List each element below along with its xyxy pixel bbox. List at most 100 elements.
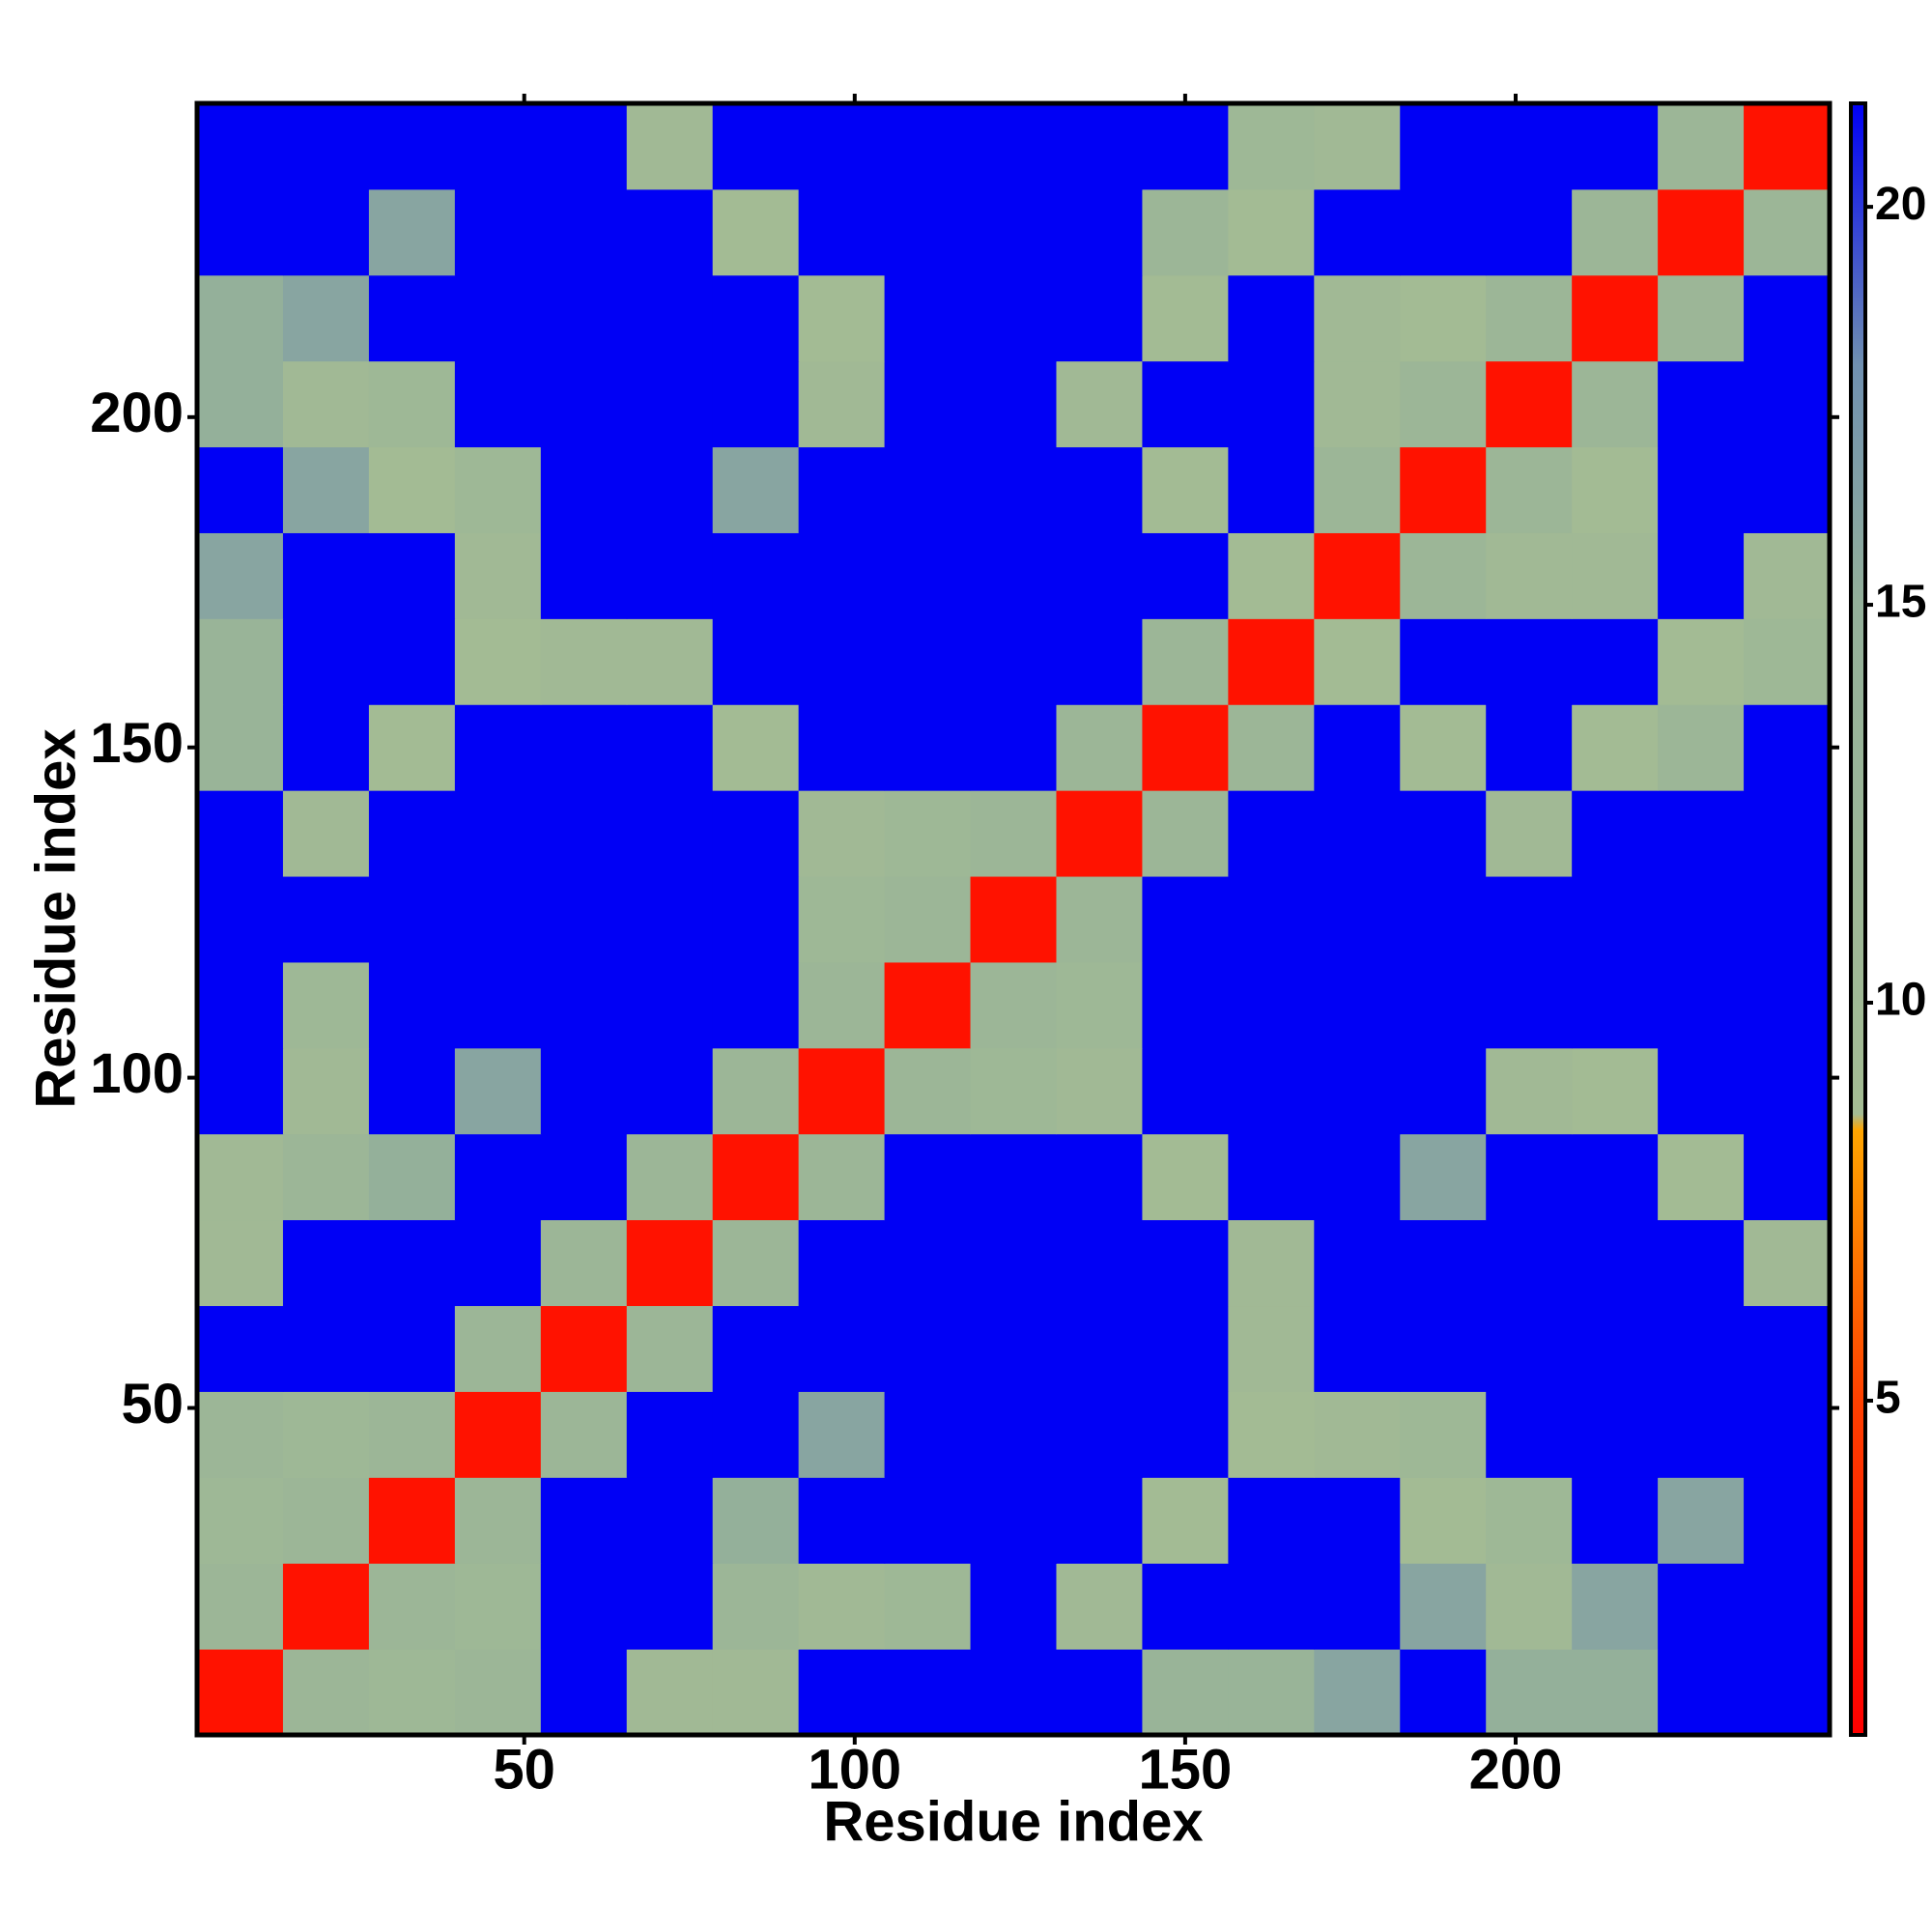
heatmap-cell xyxy=(197,618,284,705)
heatmap-cell xyxy=(1572,360,1659,448)
heatmap-cell xyxy=(712,103,800,190)
heatmap-cell xyxy=(197,1649,284,1736)
heatmap-cell xyxy=(282,188,370,276)
x-tick-label: 150 xyxy=(1139,1738,1233,1801)
heatmap-cell xyxy=(626,876,714,963)
heatmap-cell xyxy=(1658,961,1745,1049)
heatmap-cell xyxy=(282,1305,370,1392)
heatmap-cell xyxy=(368,1219,456,1307)
y-tick-label: 50 xyxy=(121,1373,184,1435)
colorbar xyxy=(1849,101,1867,1737)
heatmap-cell xyxy=(798,360,886,448)
heatmap-cell xyxy=(1142,1305,1229,1392)
heatmap-cell xyxy=(197,103,284,190)
heatmap-cell xyxy=(454,961,542,1049)
heatmap-cell xyxy=(1400,188,1487,276)
heatmap-cell xyxy=(454,790,542,877)
heatmap-cell xyxy=(1400,360,1487,448)
heatmap-cell xyxy=(798,188,886,276)
heatmap-cell xyxy=(454,532,542,619)
heatmap-cell xyxy=(1314,446,1401,533)
heatmap-cell xyxy=(798,1047,886,1135)
heatmap-cell xyxy=(712,618,800,705)
heatmap-cell xyxy=(1142,1391,1229,1478)
heatmap-cell xyxy=(1314,1219,1401,1307)
heatmap-cell xyxy=(197,360,284,448)
heatmap-cell xyxy=(1142,1649,1229,1736)
heatmap-cell xyxy=(282,704,370,791)
heatmap-cell xyxy=(884,446,972,533)
x-tick-label: 100 xyxy=(808,1738,901,1801)
heatmap-cell xyxy=(1400,532,1487,619)
heatmap-cell xyxy=(884,961,972,1049)
heatmap-cell xyxy=(798,1305,886,1392)
heatmap-cell xyxy=(1314,274,1401,362)
heatmap-cell xyxy=(1744,1563,1831,1650)
heatmap-cell xyxy=(1486,446,1573,533)
heatmap-cell xyxy=(884,103,972,190)
heatmap-cell xyxy=(1486,1305,1573,1392)
heatmap-cell xyxy=(1228,1477,1315,1564)
heatmap-cell xyxy=(197,790,284,877)
heatmap-cell xyxy=(1744,188,1831,276)
heatmap-cell xyxy=(282,1649,370,1736)
heatmap-cell xyxy=(712,188,800,276)
heatmap-cell xyxy=(197,1563,284,1650)
heatmap-cell xyxy=(884,704,972,791)
heatmap-cell xyxy=(798,1391,886,1478)
heatmap-cell xyxy=(1228,360,1315,448)
heatmap-cell xyxy=(884,1219,972,1307)
heatmap-cell xyxy=(368,1563,456,1650)
heatmap-cell xyxy=(1572,1133,1659,1221)
heatmap-cell xyxy=(1400,1047,1487,1135)
heatmap-cell xyxy=(1572,704,1659,791)
heatmap-cell xyxy=(1486,704,1573,791)
heatmap-cell xyxy=(368,1391,456,1478)
heatmap-cell xyxy=(1658,618,1745,705)
heatmap-cell xyxy=(1486,790,1573,877)
heatmap-cell xyxy=(454,618,542,705)
heatmap-cell xyxy=(1658,360,1745,448)
heatmap-cell xyxy=(1228,1563,1315,1650)
heatmap-cell xyxy=(1744,1649,1831,1736)
heatmap-cell xyxy=(712,1133,800,1221)
heatmap-cell xyxy=(1228,446,1315,533)
heatmap-cell xyxy=(1228,274,1315,362)
heatmap-cells xyxy=(197,103,1831,1736)
heatmap-cell xyxy=(282,1563,370,1650)
heatmap-cell xyxy=(282,446,370,533)
heatmap-cell xyxy=(712,1305,800,1392)
heatmap-cell xyxy=(1572,1391,1659,1478)
heatmap-cell xyxy=(1314,360,1401,448)
heatmap-cell xyxy=(1744,103,1831,190)
heatmap-cell xyxy=(712,1219,800,1307)
heatmap-cell xyxy=(1572,1649,1659,1736)
heatmap-cell xyxy=(1744,704,1831,791)
heatmap-cell xyxy=(626,532,714,619)
heatmap-cell xyxy=(1400,1563,1487,1650)
heatmap-cell xyxy=(712,1391,800,1478)
heatmap-cell xyxy=(1400,1305,1487,1392)
heatmap-cell xyxy=(1486,618,1573,705)
heatmap-cell xyxy=(970,1133,1057,1221)
heatmap-cell xyxy=(368,1649,456,1736)
heatmap-cell xyxy=(282,532,370,619)
heatmap-cell xyxy=(1314,961,1401,1049)
x-tick-label: 50 xyxy=(493,1738,555,1801)
heatmap-cell xyxy=(970,1563,1057,1650)
heatmap-cell xyxy=(798,103,886,190)
heatmap-cell xyxy=(1314,704,1401,791)
heatmap-cell xyxy=(798,961,886,1049)
heatmap-cell xyxy=(540,1047,628,1135)
y-tick-label: 150 xyxy=(90,712,184,775)
heatmap-cell xyxy=(798,876,886,963)
heatmap-cell xyxy=(1056,1305,1143,1392)
heatmap-cell xyxy=(1142,790,1229,877)
heatmap-cell xyxy=(1658,532,1745,619)
heatmap-cell xyxy=(1400,1133,1487,1221)
heatmap-cell xyxy=(1400,1219,1487,1307)
heatmap-cell xyxy=(368,446,456,533)
heatmap-cell xyxy=(1744,618,1831,705)
heatmap-cell xyxy=(1314,618,1401,705)
heatmap-cell xyxy=(1056,961,1143,1049)
